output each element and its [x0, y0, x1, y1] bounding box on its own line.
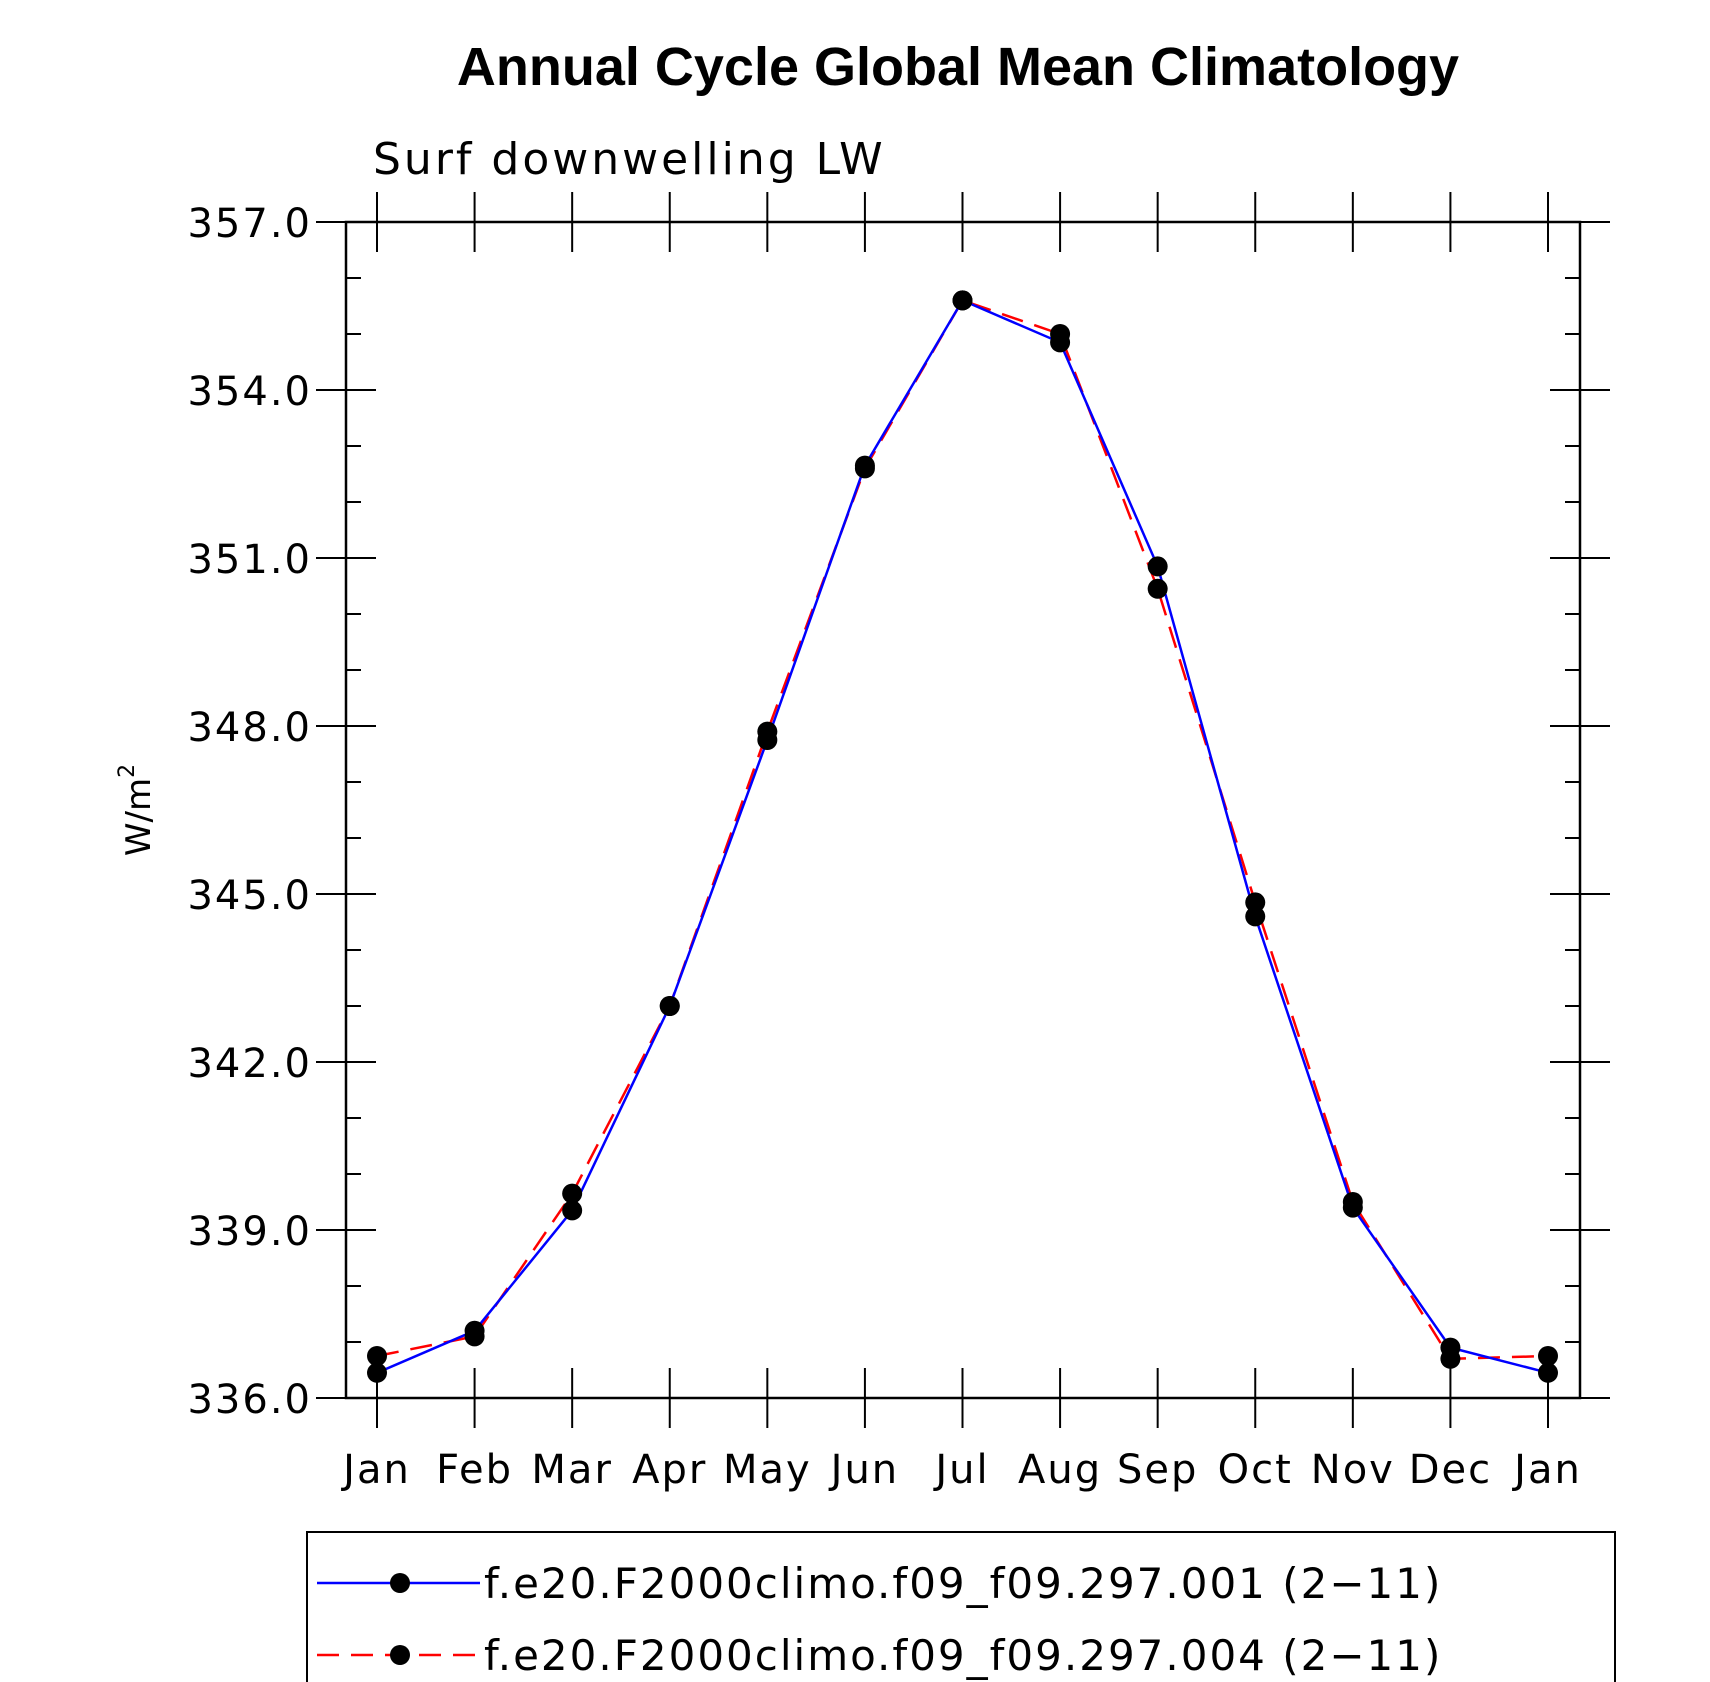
data-point: [464, 1326, 485, 1347]
data-point: [1245, 906, 1266, 927]
data-point: [562, 1183, 583, 1204]
plot-border: [344, 220, 1582, 1400]
y-tick-label: 339.0: [187, 1209, 312, 1255]
x-tick-label: Nov: [1311, 1447, 1395, 1493]
y-tick-label: 345.0: [187, 873, 312, 919]
legend: f.e20.F2000climo.f09_f09.297.001 (2−11) f…: [306, 1531, 1616, 1682]
data-point: [1050, 324, 1071, 344]
y-tick-label: 342.0: [187, 1041, 312, 1087]
data-point: [952, 290, 973, 311]
legend-box: [306, 1531, 1616, 1682]
legend-marker: [390, 1573, 410, 1593]
data-point: [1440, 1348, 1461, 1369]
y-axis-label-unit: W/m: [119, 778, 159, 856]
data-point: [1538, 1362, 1558, 1383]
y-tick-label: 348.0: [187, 705, 312, 751]
legend-label: f.e20.F2000climo.f09_f09.297.001 (2−11): [484, 1559, 1442, 1608]
data-point: [562, 1200, 583, 1221]
x-axis: Jan Feb Mar Apr May Jun Jul Aug Sep Oct Nov Dec Jan: [340, 192, 1582, 1493]
y-tick-label: 354.0: [187, 369, 312, 415]
y-axis-label: W/m2: [115, 764, 159, 856]
series-line: [376, 298, 1549, 1375]
series-line: [376, 298, 1549, 1361]
x-tick-label: Apr: [632, 1447, 707, 1493]
data-point: [1147, 556, 1168, 577]
data-point: [854, 458, 875, 479]
data-point: [1342, 1192, 1363, 1212]
data-point: [1538, 1346, 1558, 1366]
data-point: [659, 996, 680, 1016]
y-axis: 336.0 339.0 342.0 345.0 348.0 351.0 354.0 357.0: [187, 201, 1610, 1423]
x-tick-label: Mar: [531, 1447, 612, 1493]
x-tick-label: Dec: [1409, 1447, 1492, 1493]
chart-subtitle: Surf downwelling LW: [373, 134, 886, 185]
x-tick-label: Jun: [828, 1447, 900, 1493]
plot-frame: [344, 220, 1582, 1400]
x-tick-label: Aug: [1018, 1447, 1102, 1493]
x-tick-label: May: [723, 1447, 812, 1493]
y-tick-label: 351.0: [187, 537, 312, 583]
x-tick-label: Jan: [1511, 1447, 1582, 1493]
x-tick-label: Jul: [932, 1447, 989, 1493]
chart-title: Annual Cycle Global Mean Climatology: [457, 37, 1459, 97]
data-point: [757, 721, 778, 742]
data-point: [367, 1346, 387, 1366]
series-layer: [367, 290, 1558, 1383]
legend-entries: f.e20.F2000climo.f09_f09.297.001 (2−11) f…: [317, 1559, 1442, 1680]
legend-marker: [390, 1645, 410, 1665]
y-tick-label: 336.0: [187, 1377, 312, 1423]
x-tick-label: Oct: [1218, 1447, 1293, 1493]
x-tick-label: Sep: [1117, 1447, 1198, 1493]
data-point: [367, 1362, 387, 1383]
x-tick-label: Jan: [340, 1447, 411, 1493]
y-axis-label-exponent: 2: [115, 764, 140, 778]
legend-label: f.e20.F2000climo.f09_f09.297.004 (2−11): [484, 1631, 1442, 1680]
y-tick-label: 357.0: [187, 201, 312, 247]
data-point: [1147, 578, 1168, 599]
x-tick-label: Feb: [436, 1447, 513, 1493]
data-point: [1245, 892, 1266, 913]
